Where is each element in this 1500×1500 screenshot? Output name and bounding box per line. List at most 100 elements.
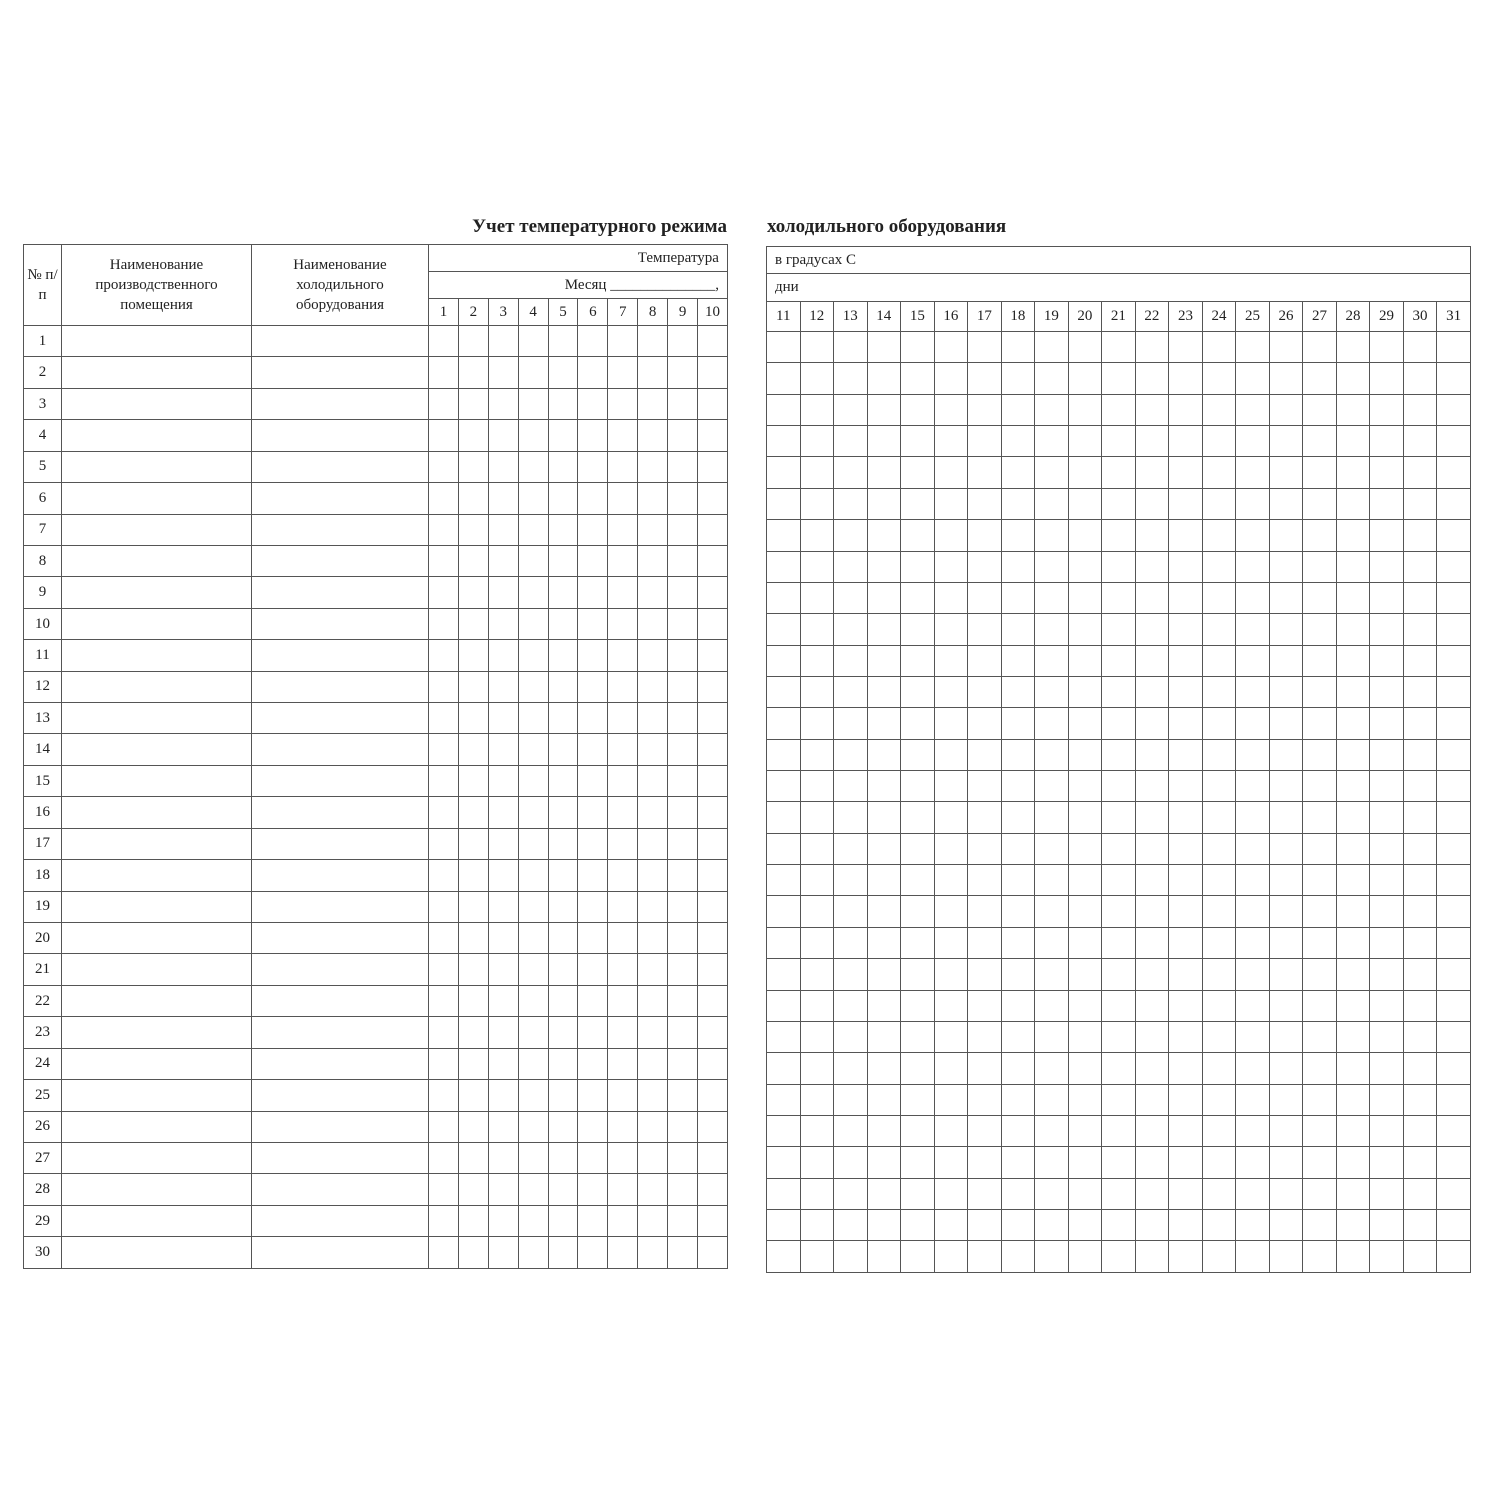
temperature-cell[interactable] [1369,926,1404,960]
temperature-cell[interactable] [900,738,935,772]
temperature-cell[interactable] [1268,1052,1304,1085]
temperature-cell[interactable] [866,425,902,458]
temperature-cell[interactable] [833,1114,868,1148]
temperature-cell[interactable] [766,1020,801,1054]
temperature-cell[interactable] [547,1236,579,1269]
temperature-cell[interactable] [1268,425,1304,458]
equipment-cell[interactable] [251,1047,429,1081]
temperature-cell[interactable] [967,770,1002,803]
temperature-cell[interactable] [487,576,519,609]
temperature-cell[interactable] [766,393,801,427]
temperature-cell[interactable] [933,581,969,615]
temperature-cell[interactable] [1335,895,1371,928]
temperature-cell[interactable] [1034,864,1069,897]
temperature-cell[interactable] [766,362,801,395]
temperature-cell[interactable] [697,953,728,986]
temperature-cell[interactable] [487,544,519,578]
temperature-cell[interactable] [428,1204,459,1238]
temperature-cell[interactable] [900,1083,935,1116]
temperature-cell[interactable] [1034,801,1069,834]
temperature-cell[interactable] [1335,1240,1371,1273]
temperature-cell[interactable] [1235,644,1270,677]
temperature-cell[interactable] [1168,926,1203,960]
temperature-cell[interactable] [667,670,699,704]
temperature-cell[interactable] [1302,832,1337,866]
temperature-cell[interactable] [833,895,868,928]
temperature-cell[interactable] [1067,550,1103,583]
temperature-cell[interactable] [667,576,699,609]
temperature-cell[interactable] [667,544,699,578]
temperature-cell[interactable] [1034,487,1069,521]
temperature-cell[interactable] [457,1236,489,1269]
equipment-cell[interactable] [251,1173,429,1206]
temperature-cell[interactable] [607,387,639,421]
temperature-cell[interactable] [1402,456,1438,489]
temperature-cell[interactable] [607,984,639,1018]
temperature-cell[interactable] [1402,487,1438,521]
temperature-cell[interactable] [1436,958,1471,991]
temperature-cell[interactable] [1335,1052,1371,1085]
temperature-cell[interactable] [1000,1114,1036,1148]
temperature-cell[interactable] [637,1204,669,1238]
temperature-cell[interactable] [697,419,728,452]
temperature-cell[interactable] [1067,425,1103,458]
temperature-cell[interactable] [487,1016,519,1049]
temperature-cell[interactable] [833,456,868,489]
temperature-cell[interactable] [1000,362,1036,395]
temperature-cell[interactable] [637,356,669,389]
temperature-cell[interactable] [667,482,699,515]
temperature-cell[interactable] [1134,1209,1170,1242]
temperature-cell[interactable] [1402,770,1438,803]
temperature-cell[interactable] [900,487,935,521]
temperature-cell[interactable] [1369,801,1404,834]
temperature-cell[interactable] [697,1173,728,1206]
temperature-cell[interactable] [866,330,902,364]
temperature-cell[interactable] [1369,1209,1404,1242]
temperature-cell[interactable] [1436,895,1471,928]
temperature-cell[interactable] [900,895,935,928]
temperature-cell[interactable] [1436,738,1471,772]
equipment-cell[interactable] [251,607,429,641]
temperature-cell[interactable] [799,330,835,364]
temperature-cell[interactable] [1000,581,1036,615]
temperature-cell[interactable] [766,1177,801,1211]
temperature-cell[interactable] [1235,613,1270,646]
temperature-cell[interactable] [487,1110,519,1143]
temperature-cell[interactable] [1034,1020,1069,1054]
temperature-cell[interactable] [1369,330,1404,364]
temperature-cell[interactable] [833,330,868,364]
temperature-cell[interactable] [933,519,969,552]
temperature-cell[interactable] [866,362,902,395]
temperature-cell[interactable] [766,832,801,866]
temperature-cell[interactable] [428,1110,459,1143]
temperature-cell[interactable] [577,450,609,484]
temperature-cell[interactable] [1335,738,1371,772]
temperature-cell[interactable] [1369,1114,1404,1148]
temperature-cell[interactable] [833,707,868,740]
temperature-cell[interactable] [577,827,609,861]
temperature-cell[interactable] [1402,393,1438,427]
equipment-cell[interactable] [251,544,429,578]
temperature-cell[interactable] [1369,519,1404,552]
temperature-cell[interactable] [547,796,579,829]
temperature-cell[interactable] [900,425,935,458]
temperature-cell[interactable] [1436,707,1471,740]
temperature-cell[interactable] [1268,581,1304,615]
temperature-cell[interactable] [933,801,969,834]
temperature-cell[interactable] [866,1209,902,1242]
temperature-cell[interactable] [1268,738,1304,772]
temperature-cell[interactable] [766,581,801,615]
temperature-cell[interactable] [517,702,549,735]
temperature-cell[interactable] [1134,362,1170,395]
temperature-cell[interactable] [1302,926,1337,960]
temperature-cell[interactable] [697,764,728,798]
temperature-cell[interactable] [900,1177,935,1211]
temperature-cell[interactable] [1168,519,1203,552]
temperature-cell[interactable] [900,362,935,395]
temperature-cell[interactable] [1067,487,1103,521]
temperature-cell[interactable] [833,675,868,709]
temperature-cell[interactable] [1268,330,1304,364]
temperature-cell[interactable] [487,670,519,704]
temperature-cell[interactable] [1067,770,1103,803]
temperature-cell[interactable] [697,922,728,955]
